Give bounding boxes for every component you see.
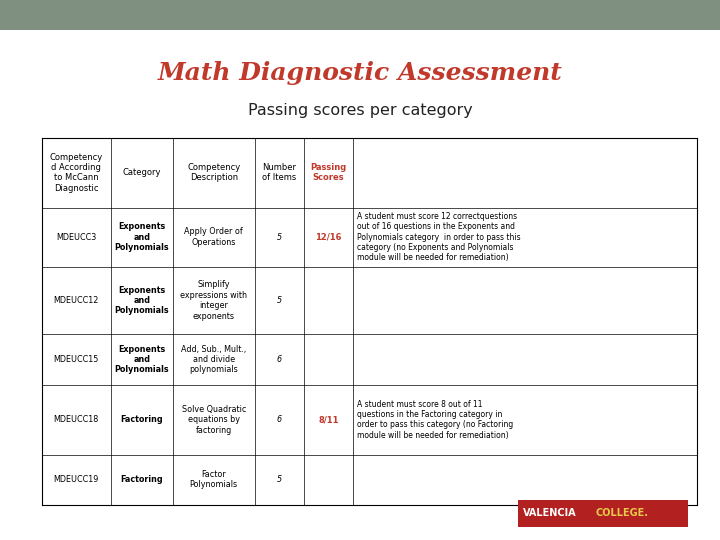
Text: Category: Category [122,168,161,177]
Text: A student must score 8 out of 11
questions in the Factoring category in
order to: A student must score 8 out of 11 questio… [357,400,513,440]
Text: Number
of Items: Number of Items [262,163,297,183]
Text: 5: 5 [276,233,282,242]
Text: MDEUCC15: MDEUCC15 [53,355,99,364]
Text: Exponents
and
Polynomials: Exponents and Polynomials [114,222,169,252]
Text: Competency
Description: Competency Description [187,163,240,183]
Text: Passing scores per category: Passing scores per category [248,103,472,118]
Text: Passing
Scores: Passing Scores [310,163,346,183]
Text: Factor
Polynomials: Factor Polynomials [189,470,238,489]
Text: Competency
d According
to McCann
Diagnostic: Competency d According to McCann Diagnos… [50,153,103,193]
Text: MDEUCC19: MDEUCC19 [53,475,99,484]
Text: Factoring: Factoring [120,475,163,484]
Text: MDEUCC3: MDEUCC3 [56,233,96,242]
Text: 8/11: 8/11 [318,415,338,424]
Text: Simplify
expressions with
integer
exponents: Simplify expressions with integer expone… [180,280,247,321]
Text: 12/16: 12/16 [315,233,342,242]
Text: MDEUCC12: MDEUCC12 [53,296,99,305]
Text: 6: 6 [276,415,282,424]
Text: 5: 5 [276,296,282,305]
Text: COLLEGE.: COLLEGE. [595,508,649,518]
Text: A student must score 12 correctquestions
out of 16 questions in the Exponents an: A student must score 12 correctquestions… [357,212,521,262]
Text: Solve Quadratic
equations by
factoring: Solve Quadratic equations by factoring [181,405,246,435]
Text: Apply Order of
Operations: Apply Order of Operations [184,227,243,247]
Text: Factoring: Factoring [120,415,163,424]
Bar [518,500,688,526]
Text: Exponents
and
Polynomials: Exponents and Polynomials [114,345,169,374]
Text: Add, Sub., Mult.,
and divide
polynomials: Add, Sub., Mult., and divide polynomials [181,345,246,374]
Text: Math Diagnostic Assessment: Math Diagnostic Assessment [158,61,562,85]
Text: VALENCIA: VALENCIA [523,508,577,518]
Bar [0,0,720,30]
Text: MDEUCC18: MDEUCC18 [53,415,99,424]
Text: 6: 6 [276,355,282,364]
Text: 5: 5 [276,475,282,484]
Text: Exponents
and
Polynomials: Exponents and Polynomials [114,286,169,315]
